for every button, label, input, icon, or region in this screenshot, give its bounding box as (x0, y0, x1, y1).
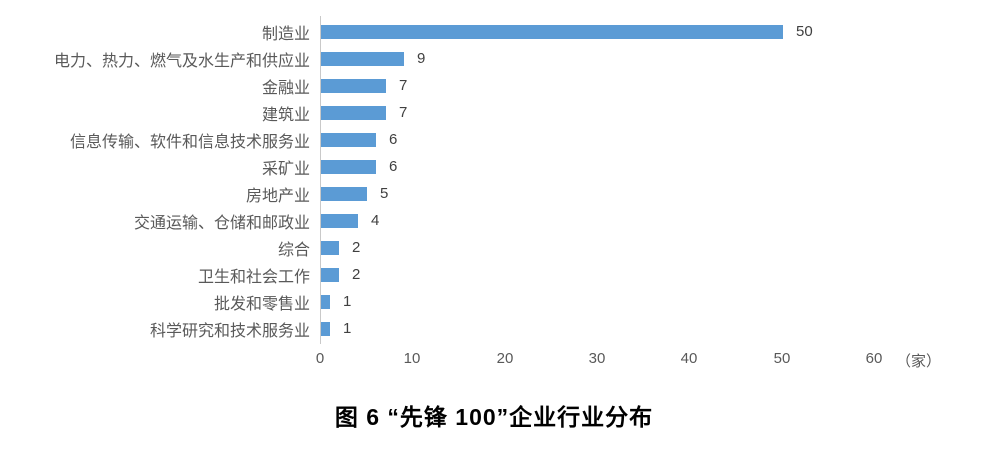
category-label: 科学研究和技术服务业 (149, 322, 310, 340)
category-label: 信息传输、软件和信息技术服务业 (69, 133, 310, 151)
category-label: 卫生和社会工作 (197, 268, 310, 286)
bar (321, 213, 358, 228)
bar (321, 78, 386, 93)
chart-rows: 制造业 50 电力、热力、燃气及水生产和供应业 9 金融业 7 建筑业 7 信息传输、软件和信息… (0, 18, 988, 342)
bar-row: 电力、热力、燃气及水生产和供应业 9 (0, 45, 988, 72)
bar (321, 294, 330, 309)
bar (321, 24, 783, 39)
value-label: 2 (352, 239, 361, 256)
value-label: 5 (380, 185, 389, 202)
bar-track: 50 (320, 18, 988, 45)
bar (321, 240, 339, 255)
value-label: 4 (371, 212, 380, 229)
bar-row: 交通运输、仓储和邮政业 4 (0, 207, 988, 234)
bar (321, 132, 376, 147)
bar-track: 1 (320, 315, 988, 342)
x-tick-label: 30 (588, 350, 606, 367)
bar-row: 卫生和社会工作 2 (0, 261, 988, 288)
bar-row: 科学研究和技术服务业 1 (0, 315, 988, 342)
x-axis: 0 10 20 30 40 50 60 （家） (316, 348, 988, 374)
x-tick-label: 50 (773, 350, 791, 367)
bar-track: 7 (320, 72, 988, 99)
bar-track: 2 (320, 234, 988, 261)
x-axis-unit: （家） (896, 353, 942, 370)
value-label: 7 (399, 104, 408, 121)
bar (321, 321, 330, 336)
bar-row: 房地产业 5 (0, 180, 988, 207)
bar (321, 186, 367, 201)
value-label: 1 (343, 320, 352, 337)
bar-row: 制造业 50 (0, 18, 988, 45)
x-tick-label: 40 (680, 350, 698, 367)
y-axis-line (320, 16, 321, 344)
category-label: 建筑业 (261, 106, 310, 124)
bar-row: 信息传输、软件和信息技术服务业 6 (0, 126, 988, 153)
value-label: 9 (417, 50, 426, 67)
category-label: 房地产业 (245, 187, 310, 205)
bar (321, 267, 339, 282)
bar-track: 6 (320, 153, 988, 180)
value-label: 6 (389, 131, 398, 148)
bar (321, 105, 386, 120)
value-label: 6 (389, 158, 398, 175)
x-tick-label: 0 (315, 350, 325, 367)
bar-track: 7 (320, 99, 988, 126)
bar-row: 金融业 7 (0, 72, 988, 99)
bar-chart: 制造业 50 电力、热力、燃气及水生产和供应业 9 金融业 7 建筑业 7 信息传输、软件和信息… (0, 16, 988, 374)
bar-row: 批发和零售业 1 (0, 288, 988, 315)
bar-track: 1 (320, 288, 988, 315)
plot-area: 制造业 50 电力、热力、燃气及水生产和供应业 9 金融业 7 建筑业 7 信息传输、软件和信息… (0, 16, 988, 344)
category-label: 交通运输、仓储和邮政业 (133, 214, 310, 232)
bar-row: 建筑业 7 (0, 99, 988, 126)
category-label: 批发和零售业 (213, 295, 310, 313)
bar-track: 2 (320, 261, 988, 288)
bar-track: 5 (320, 180, 988, 207)
value-label: 7 (399, 77, 408, 94)
bar (321, 51, 404, 66)
bar-track: 9 (320, 45, 988, 72)
category-label: 金融业 (261, 79, 310, 97)
category-label: 采矿业 (261, 160, 310, 178)
value-label: 2 (352, 266, 361, 283)
bar-row: 采矿业 6 (0, 153, 988, 180)
bar-track: 6 (320, 126, 988, 153)
x-tick-label: 10 (403, 350, 421, 367)
value-label: 50 (796, 23, 813, 40)
x-tick-label: 20 (496, 350, 514, 367)
value-label: 1 (343, 293, 352, 310)
category-label: 电力、热力、燃气及水生产和供应业 (53, 52, 310, 70)
bar-track: 4 (320, 207, 988, 234)
figure-caption: 图 6 “先锋 100”企业行业分布 (334, 404, 654, 430)
bar-row: 综合 2 (0, 234, 988, 261)
x-tick-label: 60 (865, 350, 883, 367)
category-label: 综合 (277, 241, 310, 259)
category-label: 制造业 (261, 25, 310, 43)
bar (321, 159, 376, 174)
